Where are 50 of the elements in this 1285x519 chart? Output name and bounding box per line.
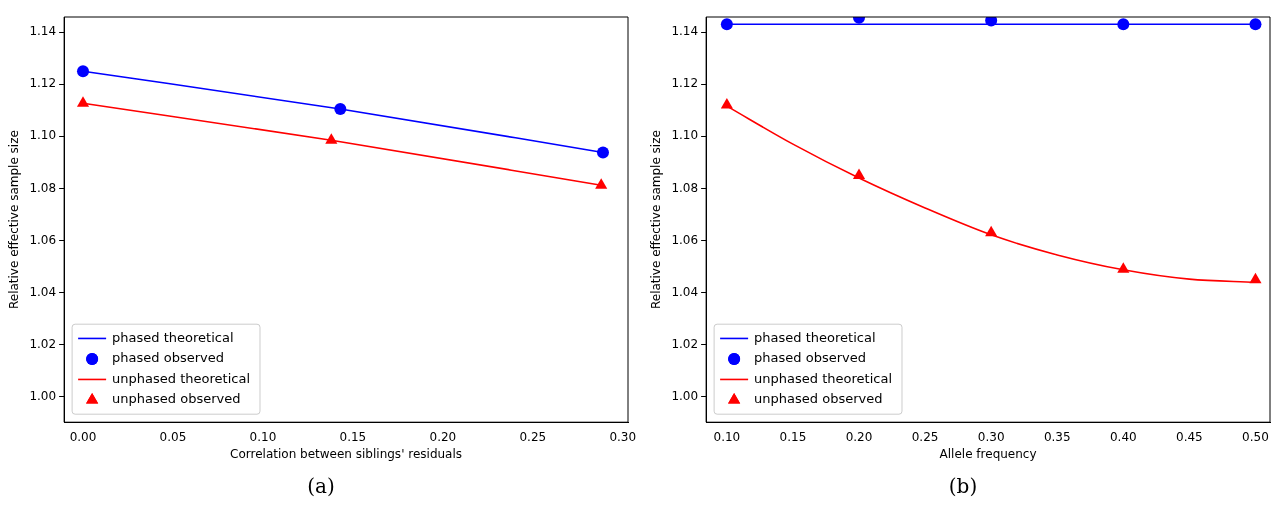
- point: [76, 96, 90, 107]
- x-tick-label: 0.25: [519, 429, 547, 444]
- x-tick-label: 0.10: [249, 429, 277, 444]
- x-tick-label: 0.15: [339, 429, 367, 444]
- x-tick-label: 0.30: [609, 429, 637, 444]
- x-tick-label: 0.10: [713, 429, 741, 444]
- text: (b): [947, 474, 979, 498]
- text: (a): [306, 474, 336, 498]
- y-tick-label: 1.08: [29, 180, 57, 195]
- y-axis-title: Relative effective sample size: [7, 130, 22, 310]
- y-tick-label: 1.12: [671, 76, 699, 91]
- legend-label: unphased observed: [112, 391, 241, 407]
- y-tick-label: 1.10: [29, 128, 57, 143]
- x-tick-label: 0.40: [1109, 429, 1137, 444]
- x-tick-label: 0.05: [159, 429, 187, 444]
- y-tick-label: 1.14: [29, 24, 57, 39]
- y-tick-label: 1.04: [29, 284, 57, 299]
- y-axis-title: Relative effective sample size: [649, 130, 664, 310]
- legend-label: phased observed: [754, 350, 867, 366]
- y-tick-label: 1.02: [29, 336, 57, 351]
- y-tick-label: 1.00: [29, 389, 57, 404]
- x-axis-title: Allele frequency: [939, 446, 1037, 461]
- point: [77, 65, 90, 78]
- x-tick-label: 0.00: [69, 429, 97, 444]
- y-tick-label: 1.08: [671, 180, 699, 195]
- point: [720, 98, 733, 109]
- y-tick-label: 1.14: [671, 24, 699, 39]
- y-tick-label: 1.12: [29, 76, 57, 91]
- legend-label: unphased theoretical: [754, 370, 892, 386]
- x-tick-label: 0.25: [911, 429, 939, 444]
- y-tick-label: 1.02: [671, 336, 699, 351]
- x-tick-label: 0.20: [845, 429, 873, 444]
- legend-label: phased theoretical: [754, 329, 876, 345]
- y-tick-label: 1.06: [29, 232, 57, 247]
- y-tick-label: 1.00: [671, 389, 699, 404]
- x-tick-label: 0.45: [1176, 429, 1203, 444]
- point: [595, 178, 608, 189]
- x-tick-label: 0.35: [1043, 429, 1071, 444]
- y-tick-label: 1.04: [671, 284, 699, 299]
- x-tick-label: 0.15: [779, 429, 807, 444]
- legend-label: phased observed: [112, 350, 225, 366]
- x-tick-label: 0.20: [429, 429, 457, 444]
- x-tick-label: 0.30: [977, 429, 1005, 444]
- y-tick-label: 1.06: [671, 232, 699, 247]
- x-tick-label: 0.50: [1242, 429, 1269, 444]
- legend-label: unphased observed: [754, 391, 883, 407]
- legend-label: phased theoretical: [112, 329, 234, 345]
- y-tick-label: 1.10: [671, 128, 699, 143]
- legend-label: unphased theoretical: [112, 370, 250, 386]
- x-axis-title: Correlation between siblings' residuals: [230, 446, 463, 461]
